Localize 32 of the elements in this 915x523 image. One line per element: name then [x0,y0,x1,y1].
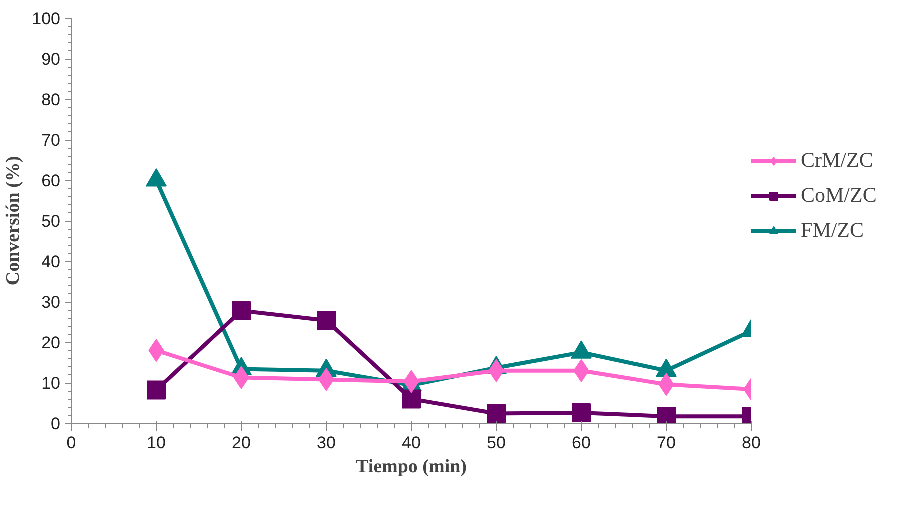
point [232,301,251,320]
legend-label: CrM/ZC [801,148,874,173]
y-tick-label: 80 [42,90,61,110]
x-tick-label: 30 [317,434,336,452]
legend-label: FM/ZC [801,218,864,243]
x-tick-label: 50 [487,434,506,452]
x-tick-label: 70 [657,434,676,452]
legend-label: CoM/ZC [801,183,877,208]
y-tick-label: 20 [42,334,61,352]
x-tick-label: 60 [572,434,591,452]
y-tick-label: 40 [42,252,61,272]
x-tick-label: 80 [742,434,761,452]
y-tick-label: 60 [42,172,61,190]
point [402,390,421,409]
y-tick-label: 10 [42,374,61,393]
point [147,380,166,400]
y-axis-title: Conversión (%) [3,156,24,286]
point [572,403,591,422]
y-tick-label: 50 [42,212,61,231]
x-tick-label: 0 [66,434,76,452]
y-tick-label: 30 [42,293,61,312]
point [487,404,506,424]
point [146,168,167,187]
x-tick-label: 40 [402,434,421,452]
y-tick-label: 0 [51,414,61,434]
x-axis-title: Tiempo (min) [356,456,468,478]
y-tick-label: 70 [42,131,61,150]
x-tick-label: 20 [232,434,251,452]
point [317,311,336,330]
x-tick-label: 10 [147,434,166,452]
y-tick-label: 100 [32,10,61,28]
y-tick-label: 90 [42,50,61,69]
